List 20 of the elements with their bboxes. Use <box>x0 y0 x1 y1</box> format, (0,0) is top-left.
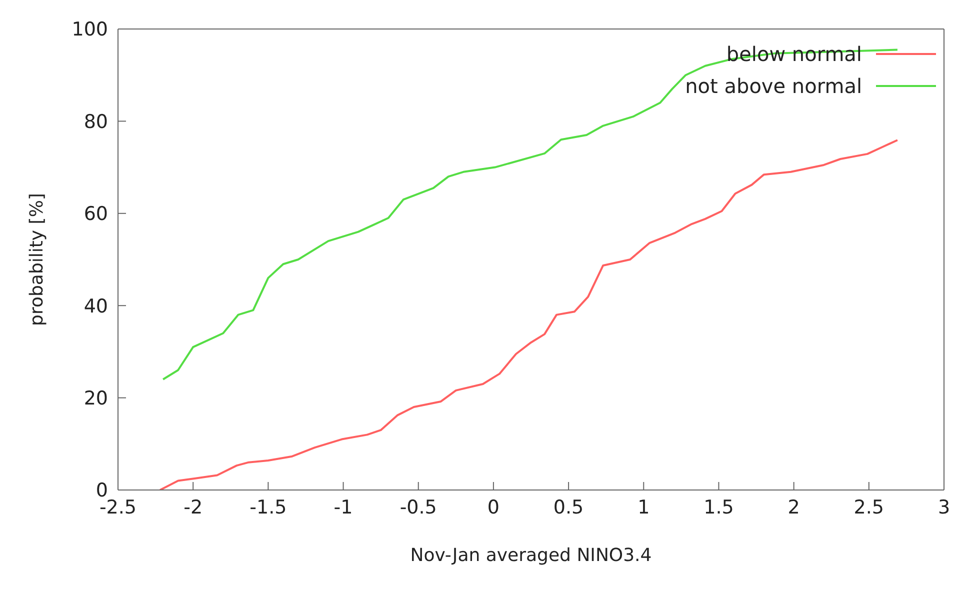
x-tick-label: 2 <box>788 496 800 518</box>
y-tick-label: 100 <box>72 18 108 41</box>
y-tick-label: 40 <box>84 295 108 318</box>
y-tick-label: 20 <box>84 388 108 410</box>
y-tick-label: 60 <box>84 203 108 226</box>
x-tick-label: 0.5 <box>553 496 584 518</box>
y-tick-label: 80 <box>84 110 108 133</box>
x-tick-label: 0 <box>487 496 500 518</box>
x-tick-label: -2 <box>184 496 203 518</box>
x-tick-label: 1.5 <box>704 496 734 518</box>
legend-label: not above normal <box>685 74 862 98</box>
x-tick-label: -1.5 <box>250 496 287 518</box>
x-tick-label: 1 <box>638 496 650 518</box>
x-tick-label: 2.5 <box>854 496 884 518</box>
x-tick-label: -0.5 <box>400 496 437 518</box>
line-series <box>159 139 898 490</box>
y-axis-title: probability [%] <box>26 193 48 326</box>
x-tick-label: -1 <box>334 496 353 518</box>
x-tick-label: 3 <box>938 496 950 518</box>
x-axis-title: Nov-Jan averaged NINO3.4 <box>410 545 652 566</box>
